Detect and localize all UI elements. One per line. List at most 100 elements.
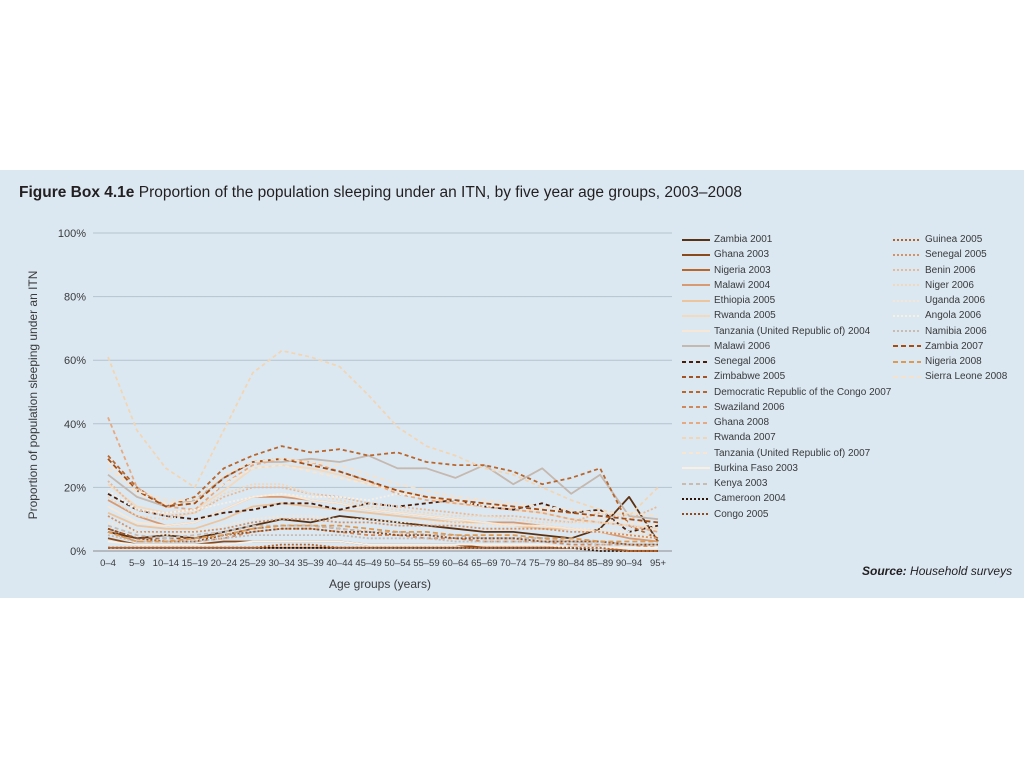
legend-swatch	[682, 391, 710, 393]
legend-swatch	[682, 513, 710, 515]
x-tick-label: 15–19	[182, 558, 208, 569]
legend-item: Guinea 2005	[893, 232, 982, 247]
legend-label: Malawi 2006	[714, 340, 771, 352]
x-tick-label: 80–84	[558, 558, 584, 569]
legend-item: Kenya 2003	[682, 476, 767, 491]
series-line	[107, 417, 659, 533]
legend-label: Guinea 2005	[925, 234, 983, 245]
series-line	[107, 454, 659, 521]
series-line	[107, 493, 659, 533]
x-tick-label: 65–69	[471, 558, 497, 569]
legend-swatch	[682, 421, 710, 424]
series-line	[107, 483, 659, 530]
legend-label: Zambia 2001	[714, 234, 773, 245]
x-tick-label: 20–24	[211, 558, 237, 569]
legend-label: Niger 2006	[925, 279, 974, 291]
legend-label: Cameroon 2004	[714, 493, 786, 505]
legend-label: Zimbabwe 2005	[714, 371, 786, 383]
legend-label: Ethiopia 2005	[714, 295, 776, 306]
legend-item: Nigeria 2003	[682, 263, 771, 278]
series-line	[107, 515, 659, 537]
legend-swatch	[893, 269, 921, 271]
gridlines	[93, 232, 672, 552]
series-line	[107, 461, 659, 527]
legend-swatch	[682, 360, 710, 363]
legend-label: Ghana 2008	[714, 417, 770, 428]
legend-item: Rwanda 2007	[682, 430, 776, 445]
legend-label: Congo 2005	[714, 508, 769, 520]
series-line	[107, 524, 658, 546]
x-tick-label: 50–54	[384, 558, 410, 569]
legend-label: Democratic Republic of the Congo 2007	[714, 386, 892, 398]
x-tick-label: 45–49	[355, 558, 381, 569]
series-line	[107, 515, 659, 540]
legend-label: Nigeria 2008	[925, 356, 982, 367]
legend-label: Tanzania (United Republic of) 2004	[714, 325, 871, 337]
legend-swatch	[682, 284, 710, 287]
x-tick-label: 5–9	[129, 558, 145, 569]
x-tick-label: 25–29	[240, 558, 266, 569]
legend-label: Angola 2006	[925, 310, 982, 322]
legend-label: Senegal 2005	[925, 249, 987, 261]
chart-legend: Zambia 2001 Ghana 2003 Nigeria 2003 Malawi …	[682, 232, 1022, 532]
x-tick-label: 70–74	[500, 558, 526, 569]
x-tick-label: 60–64	[442, 558, 468, 569]
series-line	[107, 349, 659, 517]
legend-item: Benin 2006	[893, 263, 976, 278]
source-text: Household surveys	[910, 564, 1013, 578]
series-lines	[107, 349, 659, 552]
legend-item: Senegal 2006	[682, 354, 776, 369]
legend-item: Malawi 2004	[682, 278, 770, 293]
series-line	[107, 457, 659, 517]
x-tick-label: 40–44	[326, 558, 352, 569]
legend-item: Uganda 2006	[893, 293, 985, 308]
series-line	[107, 492, 659, 540]
legend-swatch	[682, 345, 710, 348]
legend-item: Democratic Republic of the Congo 2007	[682, 385, 891, 400]
legend-item: Zambia 2007	[893, 339, 983, 354]
y-tick-label: 0%	[70, 546, 86, 558]
y-tick-label: 80%	[64, 292, 86, 304]
series-line	[107, 480, 659, 524]
legend-swatch	[682, 253, 710, 256]
legend-label: Benin 2006	[925, 264, 976, 276]
source-label: Source:	[862, 564, 907, 578]
figure-title: Figure Box 4.1e Proportion of the popula…	[19, 184, 742, 202]
legend-swatch	[893, 360, 921, 363]
source-note: Source: Household surveys	[862, 564, 1012, 578]
legend-swatch	[893, 253, 921, 256]
figure-title-text: Proportion of the population sleeping un…	[138, 184, 742, 201]
legend-label: Rwanda 2005	[714, 310, 776, 322]
legend-swatch	[893, 314, 921, 317]
legend-item: Swaziland 2006	[682, 400, 785, 415]
legend-swatch	[893, 330, 921, 332]
legend-label: Senegal 2006	[714, 356, 776, 367]
legend-label: Rwanda 2007	[714, 432, 776, 444]
x-tick-label: 90–94	[616, 558, 642, 569]
legend-swatch	[893, 238, 921, 241]
legend-swatch	[682, 299, 710, 302]
legend-item: Rwanda 2005	[682, 308, 776, 323]
legend-item: Sierra Leone 2008	[893, 369, 1007, 384]
line-chart: 0% 20% 40% 60% 80% 100% 0–4 5–9 10–14 15–19 20–24…	[26, 228, 672, 591]
legend-swatch	[682, 497, 710, 500]
legend-item: Senegal 2005	[893, 247, 987, 262]
legend-item: Zambia 2001	[682, 232, 772, 247]
series-line	[107, 445, 659, 540]
legend-label: Nigeria 2003	[714, 264, 771, 276]
x-axis-label: Age groups (years)	[329, 577, 431, 591]
x-tick-label: 35–39	[297, 558, 323, 569]
x-tick-label: 0–4	[100, 558, 116, 569]
x-tick-label: 95+	[650, 558, 667, 569]
series-line	[107, 457, 659, 524]
legend-item: Congo 2005	[682, 507, 769, 522]
y-tick-label: 20%	[64, 482, 86, 494]
legend-label: Ghana 2003	[714, 249, 770, 261]
legend-item: Burkina Faso 2003	[682, 461, 798, 476]
legend-item: Ethiopia 2005	[682, 293, 775, 308]
legend-swatch	[893, 375, 921, 378]
y-tick-label: 60%	[64, 355, 86, 367]
x-tick-label: 30–34	[268, 558, 294, 569]
legend-swatch	[682, 314, 710, 317]
legend-label: Burkina Faso 2003	[714, 462, 798, 474]
